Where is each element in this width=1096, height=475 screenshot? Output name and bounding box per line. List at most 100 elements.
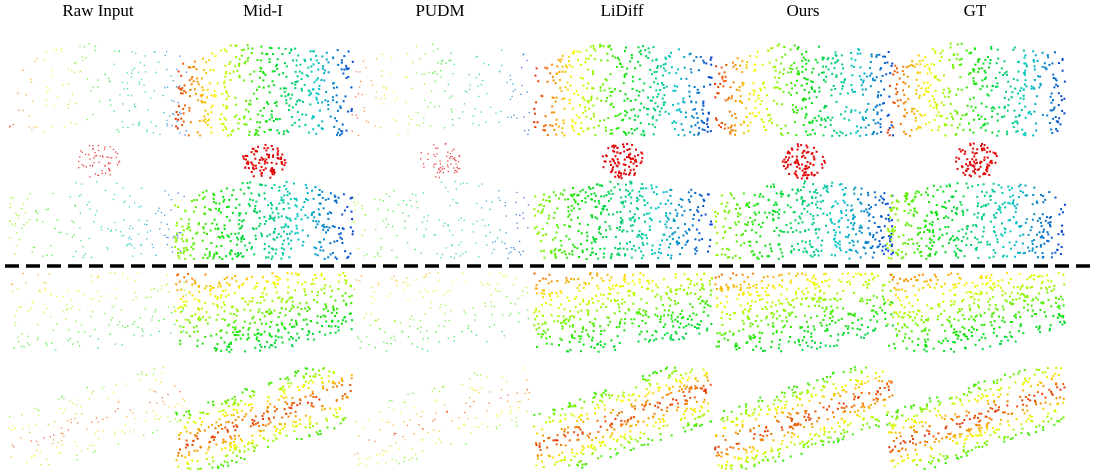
- point: [218, 236, 220, 238]
- point: [451, 111, 452, 112]
- point: [297, 306, 299, 308]
- point: [75, 441, 76, 442]
- point: [422, 348, 423, 349]
- point: [322, 229, 324, 231]
- point: [630, 449, 632, 451]
- point: [582, 250, 584, 252]
- point: [180, 113, 181, 114]
- point: [452, 150, 453, 151]
- point: [482, 80, 483, 81]
- point: [545, 278, 547, 280]
- point: [680, 285, 682, 287]
- point: [579, 290, 581, 292]
- point: [258, 311, 260, 313]
- point: [189, 321, 191, 323]
- point: [487, 377, 488, 378]
- point: [274, 283, 276, 285]
- point: [108, 324, 109, 325]
- point: [172, 113, 173, 114]
- point: [698, 239, 700, 241]
- point: [674, 300, 676, 302]
- point: [567, 426, 569, 428]
- point: [171, 247, 172, 248]
- point: [191, 315, 193, 317]
- point: [805, 63, 807, 65]
- point: [501, 331, 502, 332]
- point: [47, 255, 48, 256]
- point: [78, 167, 79, 168]
- point: [666, 239, 668, 241]
- point: [389, 196, 390, 197]
- point: [161, 373, 162, 374]
- point: [352, 131, 353, 132]
- point: [641, 183, 643, 185]
- point: [639, 195, 641, 197]
- point: [319, 241, 321, 243]
- point: [176, 69, 177, 70]
- point: [464, 310, 465, 311]
- point: [216, 224, 218, 226]
- point: [231, 460, 233, 462]
- point: [336, 308, 338, 310]
- point: [246, 155, 248, 157]
- point: [99, 101, 100, 102]
- point: [256, 121, 258, 123]
- point: [14, 325, 15, 326]
- point: [659, 244, 661, 246]
- point: [704, 129, 706, 131]
- point: [290, 50, 292, 52]
- point: [338, 197, 340, 199]
- point: [163, 95, 164, 96]
- point: [454, 257, 455, 258]
- point: [208, 441, 210, 443]
- point: [21, 208, 22, 209]
- point: [474, 319, 475, 320]
- point: [312, 396, 314, 398]
- point: [217, 296, 219, 298]
- point: [94, 329, 95, 330]
- point: [447, 191, 448, 192]
- point: [613, 151, 615, 153]
- point: [264, 198, 266, 200]
- point: [279, 186, 281, 188]
- point: [226, 206, 228, 208]
- point: [219, 256, 221, 258]
- point: [605, 161, 607, 163]
- point: [516, 118, 517, 119]
- point: [573, 199, 575, 201]
- point: [572, 194, 574, 196]
- point: [298, 313, 300, 315]
- point: [260, 430, 262, 432]
- point: [325, 91, 327, 93]
- point: [573, 130, 575, 132]
- point: [102, 173, 103, 174]
- point: [605, 100, 607, 102]
- point: [16, 310, 17, 311]
- point: [642, 315, 644, 317]
- point: [255, 129, 257, 131]
- point: [696, 387, 698, 389]
- point: [290, 240, 292, 242]
- point: [649, 375, 651, 377]
- point: [239, 212, 241, 214]
- point: [649, 382, 651, 384]
- point: [288, 256, 290, 258]
- point: [292, 345, 294, 347]
- point: [339, 237, 341, 239]
- point: [327, 229, 329, 231]
- point: [449, 320, 450, 321]
- point: [212, 456, 214, 458]
- point: [183, 331, 184, 332]
- point: [176, 413, 178, 415]
- point: [45, 282, 46, 283]
- point: [177, 114, 179, 116]
- point: [690, 189, 692, 191]
- point: [271, 258, 273, 260]
- point: [283, 392, 285, 394]
- point: [424, 236, 425, 237]
- point: [316, 431, 318, 433]
- point: [666, 293, 668, 295]
- point: [649, 69, 651, 71]
- point: [291, 404, 293, 406]
- point: [297, 232, 299, 234]
